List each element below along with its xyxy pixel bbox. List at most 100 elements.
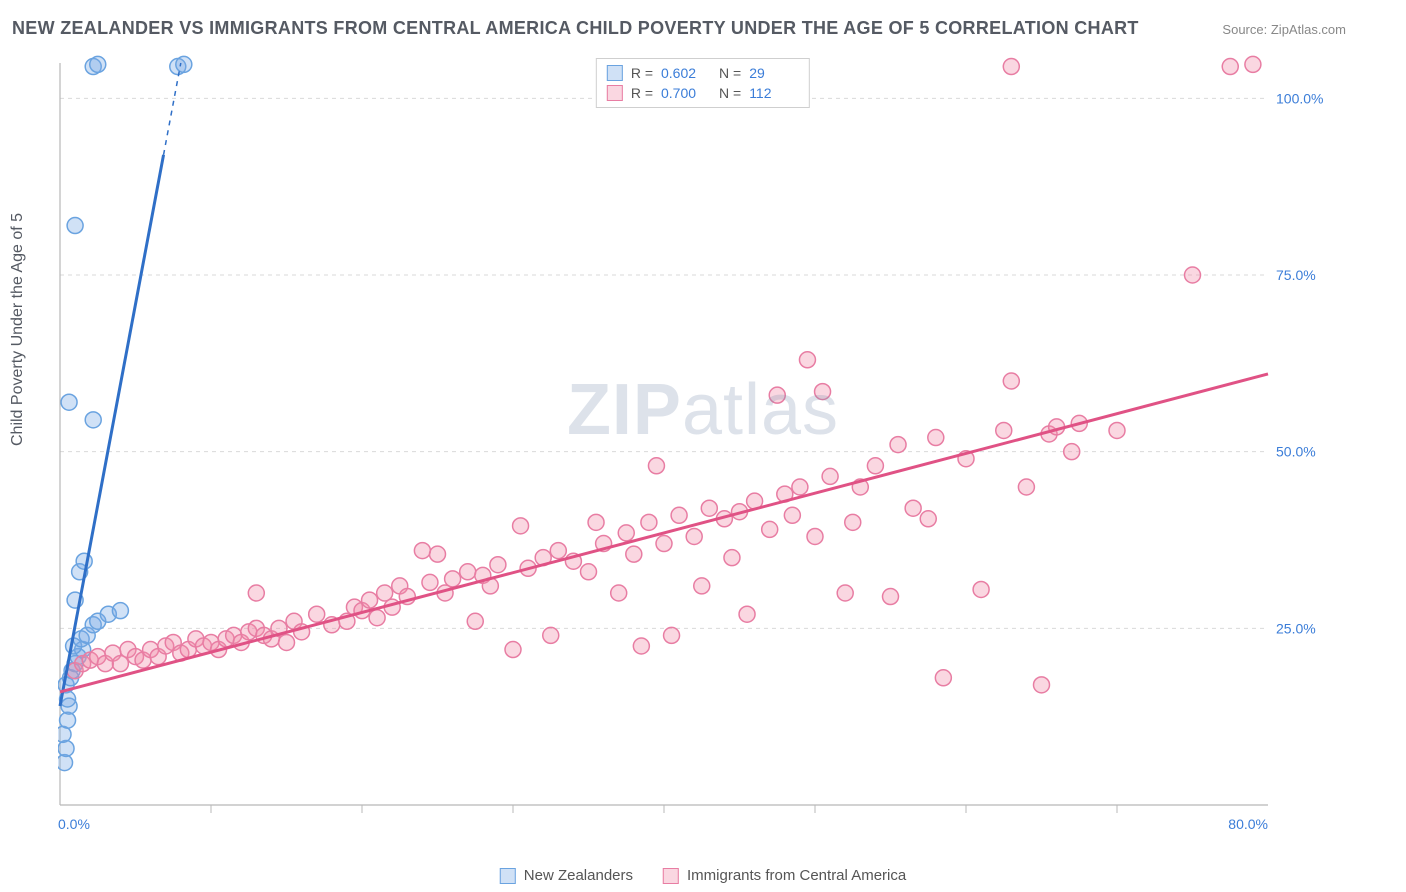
legend-swatch-1 [663, 868, 679, 884]
source-value: ZipAtlas.com [1271, 22, 1346, 37]
source-attribution: Source: ZipAtlas.com [1222, 22, 1346, 37]
data-point-series-1 [1018, 479, 1034, 495]
data-point-series-1 [739, 606, 755, 622]
data-point-series-0 [58, 740, 74, 756]
n-label: N = [719, 85, 741, 101]
y-tick-label: 75.0% [1276, 267, 1316, 283]
chart-title: NEW ZEALANDER VS IMMIGRANTS FROM CENTRAL… [12, 18, 1139, 39]
trend-line-series-1 [60, 374, 1268, 692]
stats-row-series-0: R = 0.602 N = 29 [607, 63, 799, 83]
data-point-series-1 [837, 585, 853, 601]
data-point-series-1 [996, 422, 1012, 438]
data-point-series-1 [626, 546, 642, 562]
data-point-series-1 [467, 613, 483, 629]
data-point-series-1 [543, 627, 559, 643]
data-point-series-1 [248, 585, 264, 601]
data-point-series-1 [513, 518, 529, 534]
data-point-series-1 [671, 507, 687, 523]
data-point-series-1 [1003, 59, 1019, 75]
r-value-0: 0.602 [661, 65, 711, 81]
n-value-0: 29 [749, 65, 799, 81]
data-point-series-0 [112, 603, 128, 619]
scatter-plot: 25.0%50.0%75.0%100.0%0.0%80.0% [58, 55, 1338, 845]
data-point-series-1 [769, 387, 785, 403]
data-point-series-1 [845, 514, 861, 530]
data-point-series-0 [61, 394, 77, 410]
data-point-series-1 [490, 557, 506, 573]
data-point-series-1 [422, 574, 438, 590]
legend-label-1: Immigrants from Central America [687, 867, 906, 884]
data-point-series-1 [648, 458, 664, 474]
legend-item-0: New Zealanders [500, 867, 633, 884]
data-point-series-1 [701, 500, 717, 516]
n-value-1: 112 [749, 85, 799, 101]
data-point-series-1 [1222, 59, 1238, 75]
data-point-series-1 [822, 468, 838, 484]
swatch-series-1 [607, 85, 623, 101]
data-point-series-1 [792, 479, 808, 495]
chart-container: NEW ZEALANDER VS IMMIGRANTS FROM CENTRAL… [0, 0, 1406, 892]
data-point-series-1 [430, 546, 446, 562]
data-point-series-1 [369, 610, 385, 626]
data-point-series-1 [920, 511, 936, 527]
data-point-series-1 [664, 627, 680, 643]
data-point-series-1 [762, 521, 778, 537]
r-label: R = [631, 85, 653, 101]
y-axis-label: Child Poverty Under the Age of 5 [9, 213, 27, 446]
data-point-series-0 [85, 412, 101, 428]
data-point-series-1 [807, 528, 823, 544]
data-point-series-1 [815, 384, 831, 400]
data-point-series-1 [1034, 677, 1050, 693]
data-point-series-1 [1185, 267, 1201, 283]
data-point-series-1 [611, 585, 627, 601]
data-point-series-1 [641, 514, 657, 530]
data-point-series-1 [1109, 422, 1125, 438]
data-point-series-1 [1003, 373, 1019, 389]
data-point-series-1 [973, 581, 989, 597]
data-point-series-1 [905, 500, 921, 516]
y-tick-label: 100.0% [1276, 90, 1323, 106]
x-tick-label: 80.0% [1228, 816, 1268, 832]
source-label: Source: [1222, 22, 1267, 37]
data-point-series-1 [656, 536, 672, 552]
stats-row-series-1: R = 0.700 N = 112 [607, 83, 799, 103]
data-point-series-1 [588, 514, 604, 530]
data-point-series-1 [890, 437, 906, 453]
data-point-series-1 [505, 642, 521, 658]
data-point-series-1 [784, 507, 800, 523]
data-point-series-1 [935, 670, 951, 686]
legend-label-0: New Zealanders [524, 867, 633, 884]
n-label: N = [719, 65, 741, 81]
data-point-series-1 [1064, 444, 1080, 460]
data-point-series-1 [112, 656, 128, 672]
data-point-series-1 [883, 589, 899, 605]
data-point-series-0 [176, 56, 192, 72]
data-point-series-1 [309, 606, 325, 622]
data-point-series-1 [460, 564, 476, 580]
y-tick-label: 50.0% [1276, 444, 1316, 460]
r-label: R = [631, 65, 653, 81]
data-point-series-1 [362, 592, 378, 608]
data-point-series-0 [67, 218, 83, 234]
data-point-series-1 [799, 352, 815, 368]
x-tick-label: 0.0% [58, 816, 90, 832]
legend-item-1: Immigrants from Central America [663, 867, 906, 884]
data-point-series-1 [414, 543, 430, 559]
data-point-series-1 [633, 638, 649, 654]
data-point-series-1 [377, 585, 393, 601]
stats-legend-box: R = 0.602 N = 29 R = 0.700 N = 112 [596, 58, 810, 108]
data-point-series-1 [618, 525, 634, 541]
data-point-series-1 [550, 543, 566, 559]
data-point-series-1 [724, 550, 740, 566]
data-point-series-1 [1245, 56, 1261, 72]
r-value-1: 0.700 [661, 85, 711, 101]
trend-line-series-0-dashed [164, 63, 181, 155]
data-point-series-1 [928, 430, 944, 446]
data-point-series-1 [694, 578, 710, 594]
data-point-series-1 [279, 634, 295, 650]
data-point-series-1 [867, 458, 883, 474]
data-point-series-0 [90, 56, 106, 72]
swatch-series-0 [607, 65, 623, 81]
data-point-series-1 [445, 571, 461, 587]
data-point-series-1 [686, 528, 702, 544]
